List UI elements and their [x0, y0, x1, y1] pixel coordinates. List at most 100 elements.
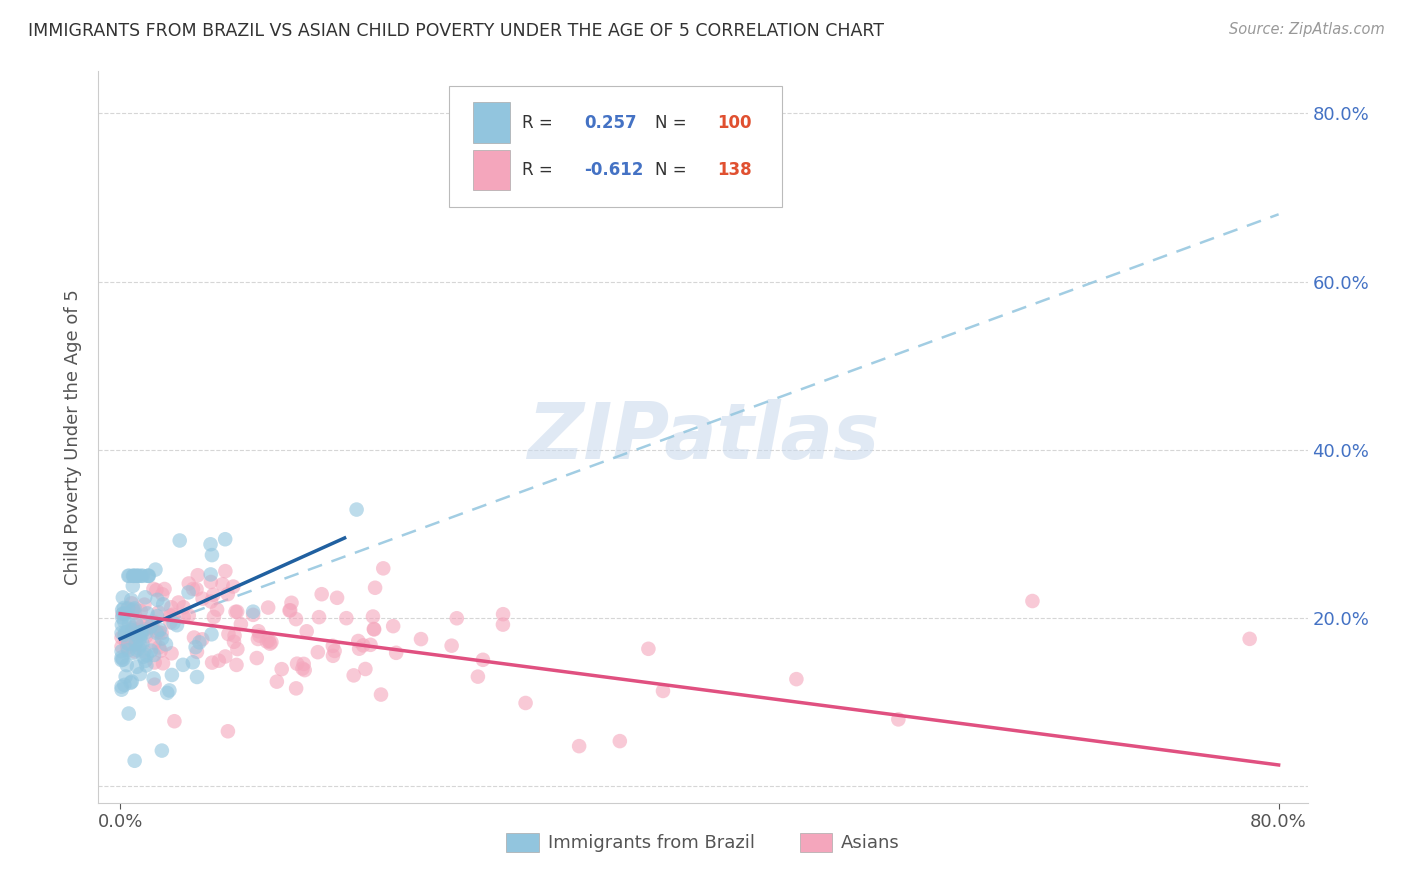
Point — [373, 561, 395, 575]
Point — [217, 627, 239, 641]
Text: 100: 100 — [717, 113, 752, 131]
Point — [111, 591, 134, 605]
Point — [370, 688, 392, 702]
Point — [361, 609, 384, 624]
Point — [111, 603, 134, 617]
Point — [112, 652, 135, 666]
Text: R =: R = — [522, 113, 558, 131]
Point — [266, 674, 288, 689]
Point — [139, 643, 162, 657]
Point — [200, 567, 222, 582]
Point — [292, 657, 315, 671]
Y-axis label: Child Poverty Under the Age of 5: Child Poverty Under the Age of 5 — [65, 289, 83, 585]
Text: ZIPatlas: ZIPatlas — [527, 399, 879, 475]
Point — [295, 624, 318, 639]
Point — [191, 591, 214, 606]
Point — [131, 569, 153, 583]
Point — [186, 670, 208, 684]
Point — [307, 645, 329, 659]
Point — [226, 605, 249, 619]
Point — [131, 627, 153, 641]
Point — [609, 734, 631, 748]
Point — [188, 635, 211, 649]
Point — [135, 648, 157, 663]
Point — [157, 683, 180, 698]
Point — [150, 587, 173, 601]
Text: R =: R = — [522, 161, 558, 179]
Point — [115, 635, 138, 649]
Point — [259, 637, 281, 651]
Point — [229, 617, 252, 632]
Point — [150, 743, 173, 757]
Text: -0.612: -0.612 — [585, 161, 644, 179]
Point — [127, 569, 149, 583]
Point — [322, 639, 344, 653]
Point — [159, 608, 181, 623]
Point — [163, 714, 186, 729]
Point — [177, 576, 200, 591]
Point — [124, 569, 146, 583]
Point — [308, 610, 330, 624]
Point — [152, 597, 174, 611]
Point — [200, 537, 222, 551]
FancyBboxPatch shape — [474, 103, 509, 143]
Point — [363, 623, 385, 637]
Point — [132, 649, 155, 664]
Point — [125, 643, 148, 657]
Point — [122, 569, 145, 583]
Point — [121, 596, 143, 610]
Point — [1239, 632, 1261, 646]
Point — [136, 569, 159, 583]
Point — [122, 646, 145, 660]
Point — [169, 533, 191, 548]
Point — [112, 615, 135, 629]
Point — [124, 638, 146, 652]
Point — [134, 598, 156, 612]
Point — [134, 654, 156, 668]
Point — [186, 645, 208, 659]
Point — [114, 669, 136, 683]
Point — [142, 615, 165, 629]
Point — [118, 617, 141, 632]
Point — [159, 615, 181, 630]
Point — [121, 579, 143, 593]
Point — [242, 607, 264, 622]
Point — [249, 629, 271, 643]
Point — [142, 582, 165, 596]
Point — [167, 595, 190, 609]
Point — [202, 610, 225, 624]
Point — [214, 564, 236, 578]
Point — [125, 618, 148, 632]
Point — [143, 648, 166, 662]
Point — [121, 621, 143, 635]
Point — [354, 662, 377, 676]
Point — [257, 600, 280, 615]
Point — [114, 607, 136, 621]
Point — [146, 626, 169, 640]
Point — [114, 625, 136, 640]
Point — [117, 637, 139, 651]
Text: 0.257: 0.257 — [585, 113, 637, 131]
Point — [187, 568, 209, 582]
Point — [121, 603, 143, 617]
Point — [347, 641, 370, 656]
Point — [326, 591, 349, 605]
Point — [128, 667, 150, 681]
Point — [129, 625, 152, 640]
Point — [409, 632, 432, 646]
Point — [135, 625, 157, 640]
Point — [110, 680, 132, 694]
Point — [323, 644, 346, 658]
Point — [246, 651, 269, 665]
Point — [149, 644, 172, 658]
Point — [110, 644, 132, 658]
Point — [224, 629, 246, 643]
Point — [260, 635, 283, 649]
Point — [131, 636, 153, 650]
Point — [138, 569, 160, 583]
Point — [225, 657, 247, 672]
Point — [278, 603, 301, 617]
Point — [132, 569, 155, 583]
Point — [122, 603, 145, 617]
Point — [200, 627, 222, 641]
